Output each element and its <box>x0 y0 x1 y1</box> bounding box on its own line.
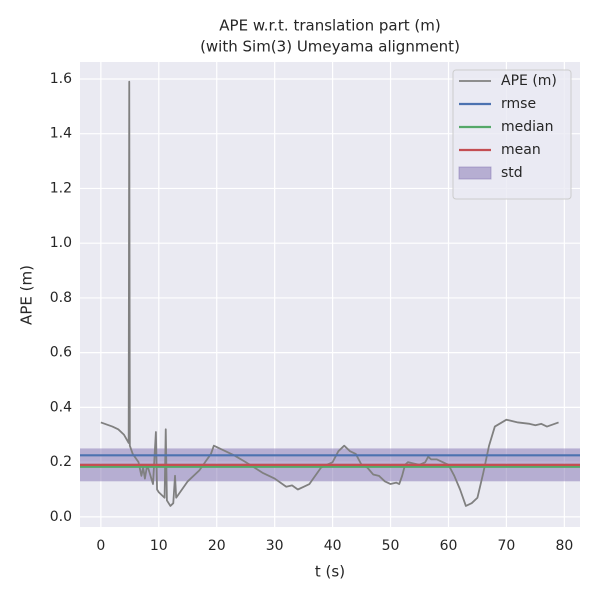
legend-label: APE (m) <box>501 73 557 89</box>
x-tick-label: 0 <box>96 538 105 554</box>
x-tick-label: 80 <box>555 538 573 554</box>
x-tick-label: 70 <box>498 538 516 554</box>
x-axis-label: t (s) <box>315 563 345 581</box>
legend-label: median <box>501 119 553 135</box>
y-tick-label: 1.4 <box>50 126 72 142</box>
y-axis-label: APE (m) <box>18 265 36 325</box>
y-tick-label: 1.0 <box>50 235 72 251</box>
legend-label: rmse <box>501 96 536 112</box>
y-tick-label: 1.2 <box>50 180 72 196</box>
y-tick-label: 0.6 <box>50 345 72 361</box>
x-tick-label: 40 <box>324 538 342 554</box>
legend-label: mean <box>501 142 541 158</box>
legend-swatch <box>458 166 492 180</box>
x-tick-label: 30 <box>266 538 284 554</box>
chart-title: APE w.r.t. translation part (m) <box>219 17 440 35</box>
y-tick-label: 0.4 <box>50 399 72 415</box>
x-tick-label: 50 <box>382 538 400 554</box>
legend-label: std <box>501 165 523 181</box>
chart-subtitle: (with Sim(3) Umeyama alignment) <box>200 38 460 56</box>
y-tick-label: 0.0 <box>50 509 72 525</box>
y-tick-label: 0.2 <box>50 454 72 470</box>
y-tick-label: 0.8 <box>50 290 72 306</box>
x-tick-label: 20 <box>208 538 226 554</box>
x-tick-label: 10 <box>150 538 168 554</box>
x-tick-label: 60 <box>440 538 458 554</box>
data-line <box>100 80 559 507</box>
y-tick-label: 1.6 <box>50 71 72 87</box>
